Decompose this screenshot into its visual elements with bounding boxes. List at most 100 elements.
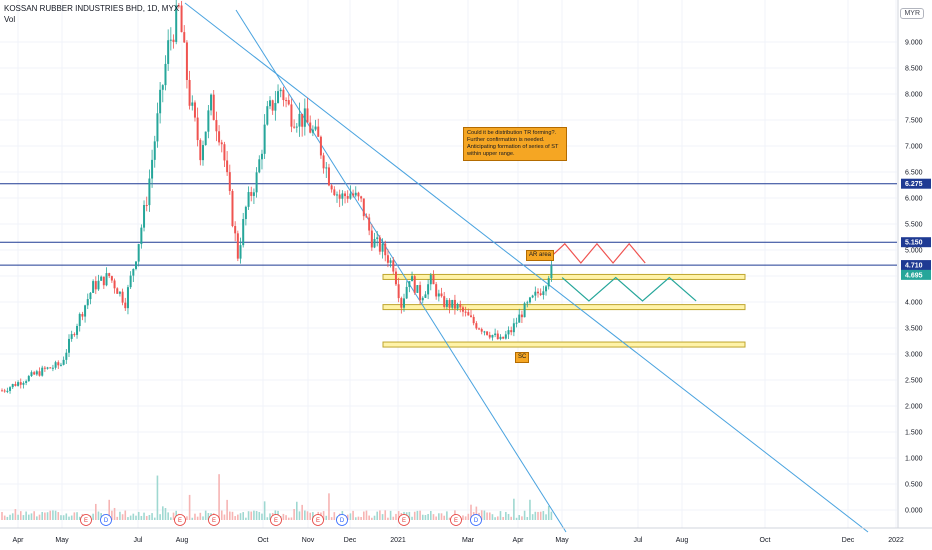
candle-body [204,131,207,146]
volume-bar [491,514,494,520]
volume-bar [255,511,258,520]
volume-bar [384,510,387,520]
volume-bar [392,516,395,520]
time-tick-label: 2022 [888,537,904,544]
candle-body [266,106,269,125]
candle-body [207,110,210,132]
volume-bar [387,517,389,520]
price-axis[interactable]: 9.000 8.500 8.000 7.500 7.000 6.500 6.000 5.500… [897,0,932,550]
volume-bar [322,511,325,520]
volume-bar [30,513,33,520]
symbol-title[interactable]: KOSSAN RUBBER INDUSTRIES BHD, 1D, MYX [4,4,180,13]
candle-body [419,285,422,301]
badge-letter: E [316,518,320,524]
volume-bar [539,511,542,520]
volume-bar [250,511,253,520]
candle-body [392,260,395,272]
candle-body [164,63,167,86]
candle-body [472,316,475,324]
volume-bar [309,512,311,520]
candle-body [311,129,314,133]
sc-label[interactable]: SC [515,352,530,363]
candle-body [51,367,54,369]
candle-body [183,32,186,43]
trendline-long [184,2,869,533]
candle-body [327,167,330,186]
candle-body [400,298,403,308]
volume-bar [124,510,127,520]
zone-lower-range [382,341,746,348]
time-tick-label: Apr [513,537,525,544]
candle-body [354,192,357,196]
level-badge [901,237,931,248]
candle-body [177,5,180,7]
time-axis[interactable]: Apr May Jul Aug Oct Nov Dec 2021 Mar Apr May Jul Aug… [0,527,932,544]
volume-bar [354,517,357,520]
candle-body [397,284,400,299]
candle-body [210,94,213,111]
candle-body [480,329,483,332]
volume-bar [513,498,515,520]
ar-area-label[interactable]: AR area [526,250,555,261]
time-tick-label: May [55,537,69,544]
candle-body [242,219,245,246]
candle-body [148,178,151,206]
candle-body [27,376,30,382]
volume-bar [111,510,113,520]
candle-body [357,192,360,197]
volume-bar [1,511,3,520]
candle-body [156,113,159,142]
volume-bar [242,512,244,520]
candle-body [244,206,247,220]
candlesticks [1,0,553,394]
volume-bar [360,517,362,520]
candle-body [547,278,550,287]
candle-body [376,237,379,239]
candle-body [370,230,373,248]
volume-bar [156,475,159,520]
candle-body [528,297,531,303]
candle-body [285,100,288,102]
volume-bar [440,513,443,520]
volume-bar [54,510,57,520]
volume-bar [129,515,132,520]
projection-teal-zigzag [561,276,697,302]
badge-letter: E [402,518,406,524]
candle-body [405,286,408,299]
volume-bar [188,494,191,520]
candle-body [496,333,499,340]
candle-body [317,126,320,137]
volume-bar [245,517,247,520]
volume-bar [247,511,250,520]
candle-body [322,155,325,169]
candle-body [341,193,344,199]
volume-legend[interactable]: Vol [4,15,16,24]
volume-bar [231,511,234,520]
candle-body [135,261,137,269]
level-badge-label: 5.150 [905,240,923,247]
candle-body [46,367,49,369]
candle-body [279,89,282,92]
candle-body [180,5,183,33]
time-tick-label: Dec [842,537,855,544]
annotation-callout[interactable]: Could it be distribution TR forming?. Fu… [463,127,567,161]
volume-bar [333,512,336,520]
volume-bar [76,512,78,520]
candle-body [303,108,306,127]
volume-bar [365,510,368,520]
candle-body [319,136,322,156]
currency-badge[interactable]: MYR [900,8,924,19]
volume-bar [379,510,381,520]
volume-bar [38,514,41,520]
volume-bar [263,501,266,520]
candle-body [459,304,462,308]
candle-body [314,126,317,130]
candle-body [389,260,392,263]
volume-bar [121,514,124,520]
volume-bar [363,511,365,520]
volume-bar [421,514,424,520]
candle-body [228,172,231,191]
volume-bar [25,511,27,520]
